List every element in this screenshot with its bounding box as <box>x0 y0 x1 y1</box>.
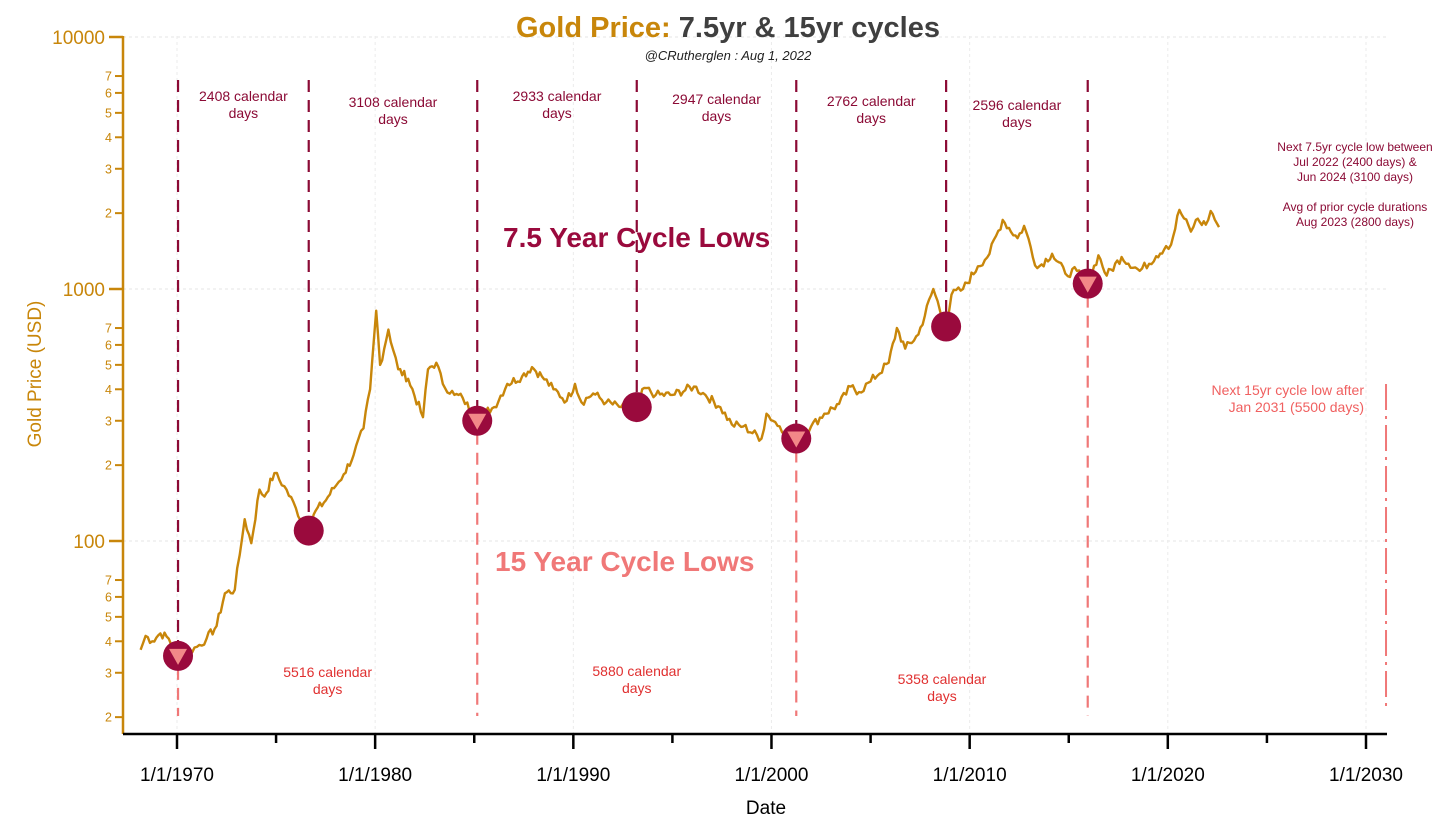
cycle-markers <box>163 268 1103 671</box>
cycle75-interval-label-line: 3108 calendar <box>348 94 438 110</box>
cycle75-interval-label-line: days <box>378 111 408 127</box>
cycle75-title: 7.5 Year Cycle Lows <box>503 222 770 254</box>
x-tick-label: 1/1/2000 <box>734 765 808 786</box>
y-minor-tick-label: 3 <box>105 414 112 428</box>
cycle75-interval-label: 2596 calendar days <box>947 97 1087 131</box>
x-tick-label: 1/1/1990 <box>536 765 610 786</box>
cycle15-interval-label-line: days <box>927 688 957 704</box>
y-minor-tick-label: 7 <box>105 574 112 588</box>
cycle15-interval-label-line: 5880 calendar <box>592 663 682 679</box>
cycle75-interval-label-line: 2596 calendar <box>972 97 1062 113</box>
cycle75-interval-label-line: 2762 calendar <box>826 93 916 109</box>
cycle75-marker <box>293 515 324 546</box>
chart-title: Gold Price: 7.5yr & 15yr cycles <box>0 12 1456 45</box>
x-axis-label: Date <box>746 798 786 819</box>
y-minor-tick-label: 5 <box>105 358 112 372</box>
y-minor-tick-label: 3 <box>105 162 112 176</box>
y-minor-tick-label: 3 <box>105 666 112 680</box>
y-tick-label: 10000 <box>52 28 105 49</box>
cycle75-interval-label: 2947 calendar days <box>647 91 787 125</box>
cycle15-interval-label: 5880 calendar days <box>567 663 707 697</box>
y-minor-tick-label: 2 <box>105 207 112 221</box>
cycle75-interval-label-line: 2947 calendar <box>672 91 761 107</box>
axes: 100 1000 10000 2 3 4 5 6 7 2 3 4 5 6 7 2 3 4 5 6 7 1/1/1970 1/… <box>25 28 1403 819</box>
cycle75-interval-label-line: days <box>856 110 886 126</box>
cycle15-marker <box>169 648 188 665</box>
cycle75-interval-label: 2762 calendar days <box>801 93 941 127</box>
chart-subtitle: @CRutherglen : Aug 1, 2022 <box>644 48 812 63</box>
cycle15-marker <box>1078 276 1097 293</box>
y-minor-tick-label: 4 <box>105 635 112 649</box>
chart-title-rest: 7.5yr & 15yr cycles <box>678 12 940 44</box>
next75-annotation-line: Aug 2023 (2800 days) <box>1295 215 1415 229</box>
cycle15-title: 15 Year Cycle Lows <box>495 546 754 578</box>
next75-annotation-line: Jul 2022 (2400 days) & <box>1293 155 1417 169</box>
y-tick-label: 100 <box>73 532 105 553</box>
x-tick-label: 1/1/1980 <box>338 765 412 786</box>
cycle75-interval-label: 3108 calendar days <box>323 94 463 128</box>
y-minor-tick-label: 6 <box>105 590 112 604</box>
cycle-lines <box>176 80 1388 716</box>
chart-title-accent: Gold Price: <box>516 12 671 44</box>
cycle75-interval-label-line: days <box>542 105 572 121</box>
cycle15-interval-label-line: 5358 calendar <box>897 671 987 687</box>
y-minor-tick-label: 5 <box>105 610 112 624</box>
cycle15-interval-label: 5358 calendar days <box>872 671 1012 705</box>
grid <box>123 36 1387 734</box>
y-minor-tick-label: 7 <box>105 70 112 84</box>
cycle75-marker <box>931 311 962 342</box>
next15-annotation: Next 15yr cycle low after Jan 2031 (5500 … <box>1180 382 1365 416</box>
y-minor-tick-label: 6 <box>105 86 112 100</box>
cycle75-interval-label: 2408 calendar days <box>173 88 313 122</box>
cycle75-interval-label-line: days <box>228 105 259 121</box>
y-minor-tick-label: 2 <box>105 711 112 725</box>
y-minor-tick-label: 7 <box>105 322 112 336</box>
x-tick-label: 1/1/2020 <box>1131 765 1205 786</box>
x-tick-label: 1/1/1970 <box>140 765 214 786</box>
cycle75-interval-label-line: 2933 calendar <box>512 88 602 104</box>
cycle75-title-line: 7.5 Year Cycle Lows <box>503 222 771 253</box>
y-minor-tick-label: 5 <box>105 106 112 120</box>
cycle75-interval-label-line: 2408 calendar <box>199 88 288 104</box>
x-tick-label: 1/1/2030 <box>1329 765 1403 786</box>
y-minor-tick-label: 4 <box>105 383 112 397</box>
next75-annotation-line <box>1265 185 1445 200</box>
y-minor-tick-label: 6 <box>105 338 112 352</box>
cycle15-title-line: 15 Year Cycle Lows <box>495 546 755 577</box>
cycle75-interval-label-line: days <box>1002 114 1032 130</box>
x-tick-label: 1/1/2010 <box>933 765 1007 786</box>
cycle75-interval-label: 2933 calendar days <box>487 88 627 122</box>
cycle15-interval-label-line: days <box>312 681 343 697</box>
next75-annotation-line: Jun 2024 (3100 days) <box>1296 170 1414 184</box>
cycle15-marker <box>787 431 806 448</box>
next75-annotation-line: Avg of prior cycle durations <box>1282 200 1428 214</box>
next15-annotation-line: Jan 2031 (5500 days) <box>1228 399 1364 415</box>
next15-annotation-line: Next 15yr cycle low after <box>1211 382 1365 398</box>
cycle75-marker <box>621 392 652 423</box>
y-axis-label: Gold Price (USD) <box>25 301 46 448</box>
next75-annotation-line: Next 7.5yr cycle low between <box>1277 140 1433 154</box>
cycle15-marker <box>468 413 487 430</box>
cycle15-interval-label: 5516 calendar days <box>258 664 398 698</box>
price-series <box>139 208 1221 660</box>
price-line <box>139 208 1221 660</box>
cycle15-interval-label-line: 5516 calendar <box>283 664 372 680</box>
y-tick-label: 1000 <box>63 280 105 301</box>
cycle15-interval-label-line: days <box>621 680 652 696</box>
y-minor-tick-label: 2 <box>105 459 112 473</box>
cycle75-interval-label-line: days <box>701 108 732 124</box>
y-minor-tick-label: 4 <box>105 131 112 145</box>
next75-annotation: Next 7.5yr cycle low between Jul 2022 (24… <box>1265 140 1445 230</box>
